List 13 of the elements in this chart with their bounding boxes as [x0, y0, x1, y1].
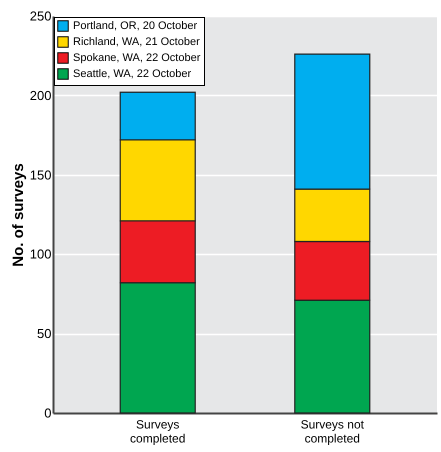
legend-label: Richland, WA, 21 October: [73, 36, 200, 48]
legend-label: Spokane, WA, 22 October: [73, 52, 201, 64]
y-tick-label: 100: [30, 246, 52, 262]
y-tick-label: 200: [30, 88, 52, 103]
y-tick-label: 250: [30, 8, 52, 24]
x-tick-label: Surveys not completed: [300, 418, 365, 446]
y-tick-label: 50: [37, 326, 52, 342]
legend-label: Seattle, WA, 22 October: [73, 68, 192, 80]
y-axis-title: No. of surveys: [10, 163, 27, 267]
x-tick-label: Surveys completed: [130, 418, 186, 446]
y-tick-label: 150: [30, 167, 52, 182]
y-tick-label: 0: [44, 406, 52, 420]
legend-label: Portland, OR, 20 October: [73, 20, 198, 32]
